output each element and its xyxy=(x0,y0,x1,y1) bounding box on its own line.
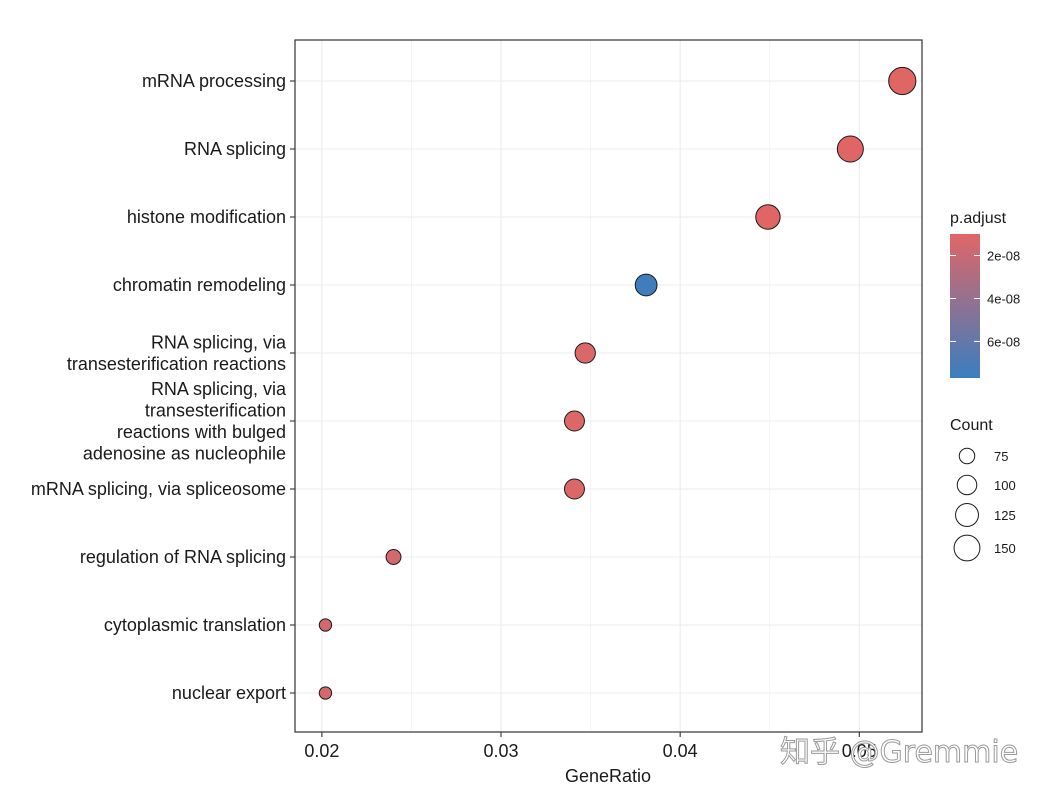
color-legend: p.adjust 2e-08 4e-08 6e-08 xyxy=(950,210,1020,378)
x-axis: 0.02 0.03 0.04 0.05 xyxy=(304,732,877,761)
size-legend-key xyxy=(955,503,979,527)
data-point xyxy=(634,273,658,297)
color-legend-label: 2e-08 xyxy=(987,248,1020,263)
x-tick-label: 0.04 xyxy=(663,741,698,761)
data-point xyxy=(318,618,333,632)
y-tick-label: cytoplasmic translation xyxy=(104,615,286,635)
y-tick-label: regulation of RNA splicing xyxy=(80,547,286,567)
size-legend: Count 75 100 125 150 xyxy=(950,417,1016,562)
y-tick-label: chromatin remodeling xyxy=(113,275,286,295)
size-legend-title: Count xyxy=(950,417,993,434)
y-tick-label: mRNA splicing, via spliceosome xyxy=(31,479,286,499)
watermark: 知乎 @Gremmie xyxy=(780,735,1018,770)
plot-border xyxy=(294,39,923,733)
color-legend-label: 4e-08 xyxy=(987,291,1020,306)
y-tick-label: nuclear export xyxy=(172,683,286,703)
plot-panel xyxy=(295,40,922,732)
size-legend-label: 100 xyxy=(994,478,1016,493)
data-point xyxy=(574,342,596,364)
size-legend-label: 125 xyxy=(994,508,1016,523)
data-point xyxy=(836,135,864,163)
data-point xyxy=(563,478,585,500)
y-tick-label: histone modification xyxy=(127,207,286,227)
data-point xyxy=(563,410,585,432)
size-legend-label: 150 xyxy=(994,541,1016,556)
x-tick-label: 0.03 xyxy=(483,741,518,761)
data-points xyxy=(318,66,917,700)
y-axis: mRNA processing RNA splicing histone modif… xyxy=(31,71,295,703)
size-legend-label: 75 xyxy=(994,449,1008,464)
grid-lines xyxy=(295,40,922,732)
y-tick-label: RNA splicing xyxy=(184,139,286,159)
data-point xyxy=(385,549,402,565)
y-tick-label: mRNA processing xyxy=(142,71,286,91)
y-tick-label: RNA splicing, via transesterification reac… xyxy=(83,379,287,464)
size-legend-key xyxy=(958,447,976,465)
x-tick-label: 0.05 xyxy=(842,741,877,761)
x-tick-label: 0.02 xyxy=(304,741,339,761)
size-legend-key xyxy=(953,534,981,562)
color-legend-title: p.adjust xyxy=(950,210,1007,227)
data-point xyxy=(755,204,781,230)
size-legend-key xyxy=(956,474,978,496)
data-point xyxy=(318,686,333,700)
data-point xyxy=(888,66,917,96)
color-legend-label: 6e-08 xyxy=(987,334,1020,349)
y-tick-label: RNA splicing, via transesterification rea… xyxy=(67,332,287,374)
x-axis-title: GeneRatio xyxy=(565,766,651,786)
color-legend-bar xyxy=(950,234,980,378)
